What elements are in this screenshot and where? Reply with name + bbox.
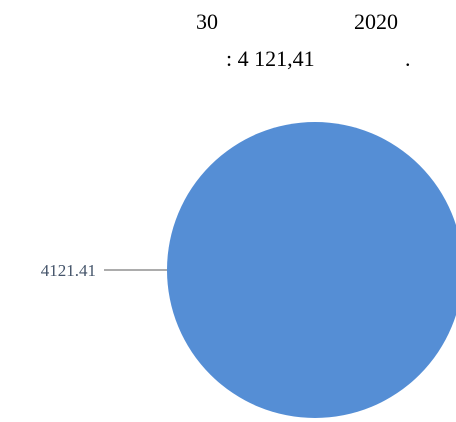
chart-title-line2-a: : 4 121,41 — [226, 46, 315, 71]
chart-title: 30 2020 : 4 121,41 . — [196, 9, 411, 71]
chart-title-line2-b: . — [405, 46, 411, 71]
pie-data-label-0: 4121.41 — [41, 261, 96, 280]
chart-title-line1-b: 2020 — [354, 9, 398, 34]
chart-title-line1-a: 30 — [196, 9, 218, 34]
pie-data-labels: 4121.41 — [41, 261, 167, 280]
pie-slice-0 — [167, 122, 456, 418]
pie-slices — [167, 122, 456, 418]
